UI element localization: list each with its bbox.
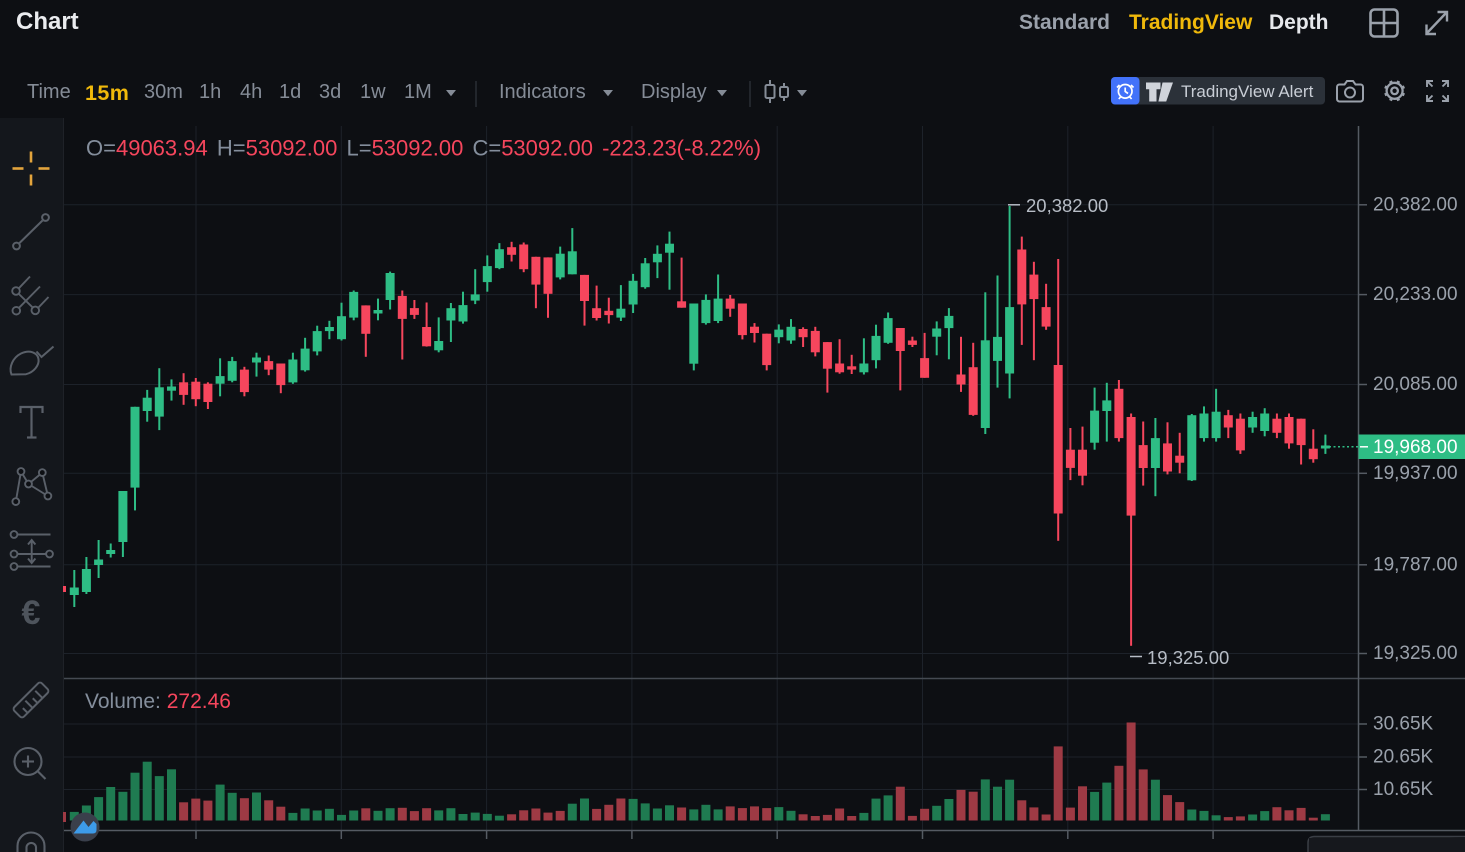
svg-text:20,382.00: 20,382.00 — [1373, 194, 1458, 215]
svg-text:Volume: 272.46: Volume: 272.46 — [85, 690, 231, 713]
svg-text:19,787.00: 19,787.00 — [1373, 554, 1458, 575]
svg-text:10.65K: 10.65K — [1373, 779, 1434, 800]
svg-text:30.65K: 30.65K — [1373, 714, 1434, 735]
svg-text:20,382.00: 20,382.00 — [1026, 195, 1108, 216]
svg-text:20,233.00: 20,233.00 — [1373, 284, 1458, 305]
svg-text:O=49063.94 H=53092.00 L=53092.: O=49063.94 H=53092.00 L=53092.00 C=53092… — [86, 135, 761, 160]
svg-text:19,325.00: 19,325.00 — [1147, 647, 1229, 668]
svg-text:19,325.00: 19,325.00 — [1373, 643, 1458, 664]
svg-text:20,085.00: 20,085.00 — [1373, 374, 1458, 395]
svg-text:20.65K: 20.65K — [1373, 747, 1434, 768]
svg-text:€: € — [22, 594, 41, 632]
svg-text:19,937.00: 19,937.00 — [1373, 463, 1458, 484]
svg-text:19,968.00: 19,968.00 — [1373, 437, 1458, 458]
svg-text:TradingView Alert: TradingView Alert — [1181, 82, 1314, 101]
